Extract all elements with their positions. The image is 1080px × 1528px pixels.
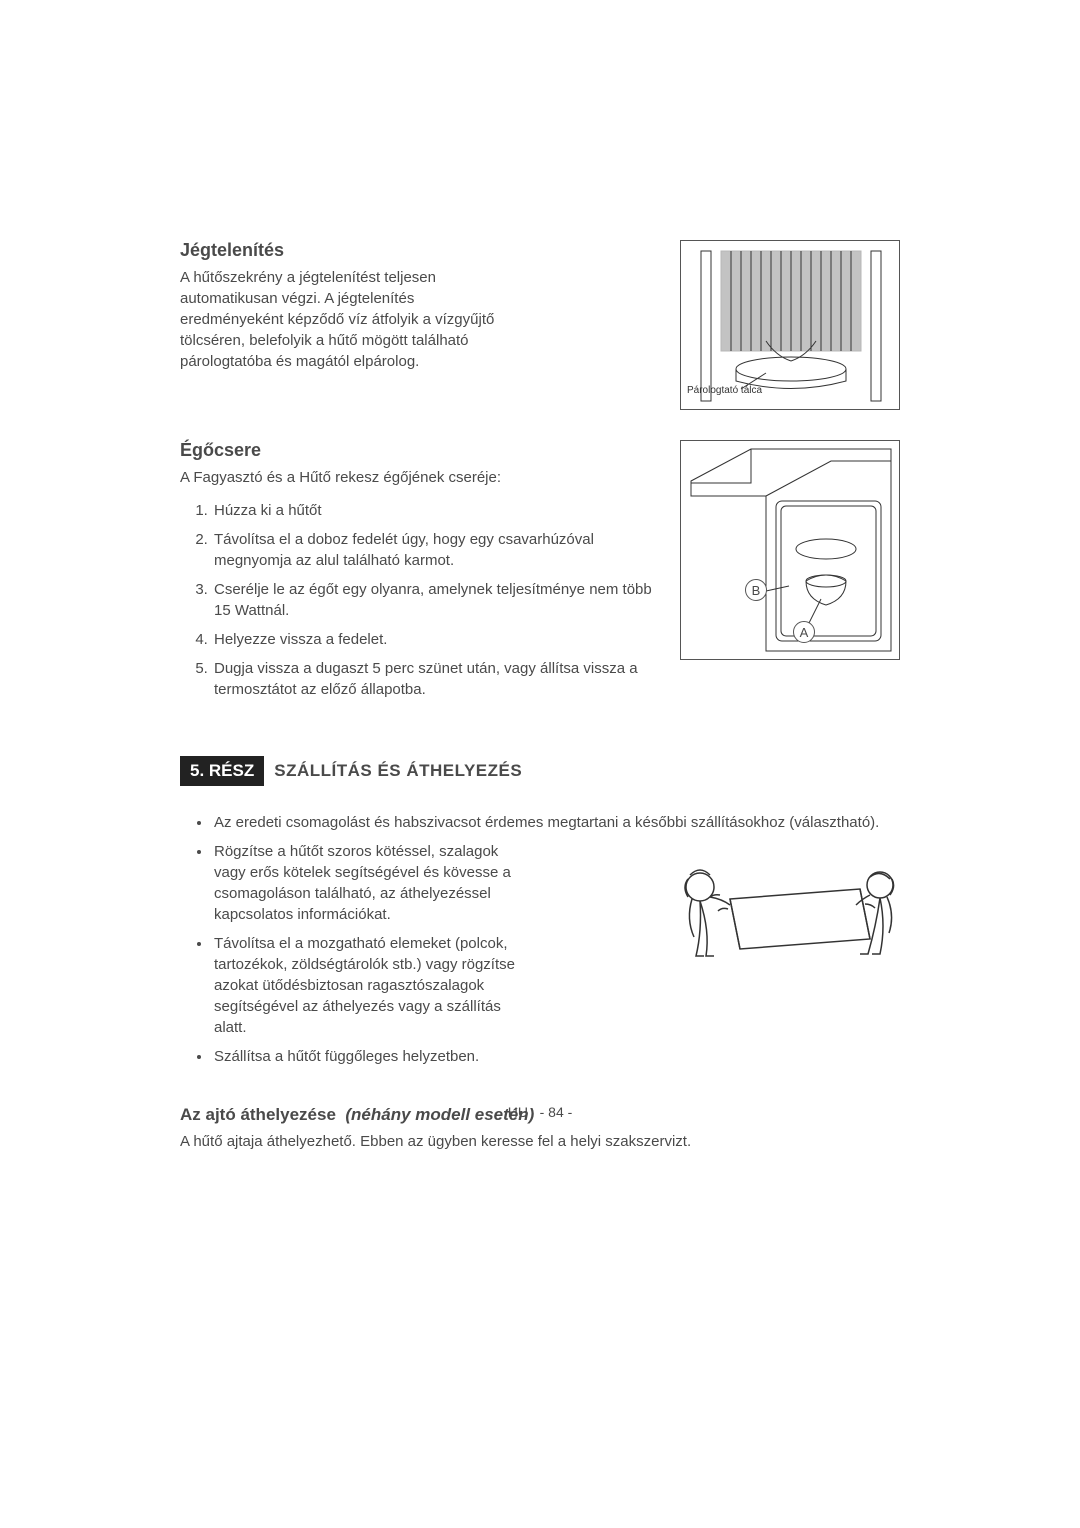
footer-page: - 84 - [540,1104,573,1120]
page-footer: HU - 84 - [0,1104,1080,1120]
part5-figure-col [670,841,900,994]
part5-header: 5. RÉSZ SZÁLLÍTÁS ÉS ÁTHELYEZÉS [180,756,900,786]
bulb-label-b: B [745,579,767,601]
defrost-heading: Jégtelenítés [180,240,662,261]
defrost-section: Jégtelenítés A hűtőszekrény a jégtelenít… [180,240,900,410]
part5-bullet: Szállítsa a hűtőt függőleges helyzetben. [212,1046,652,1067]
part5-bullet-list-2: Rögzítse a hűtőt szoros kötéssel, szalag… [180,841,652,1067]
bulb-step: Helyezze vissza a fedelet. [212,629,662,650]
bulb-step: Dugja vissza a dugaszt 5 perc szünet utá… [212,658,662,700]
part5-bullet: Távolítsa el a mozgatható elemeket (polc… [212,933,532,1038]
bulb-steps-list: Húzza ki a hűtőt Távolítsa el a doboz fe… [180,500,662,700]
bulb-step: Cserélje le az égőt egy olyanra, amelyne… [212,579,662,621]
defrost-paragraph: A hűtőszekrény a jégtelenítést teljesen … [180,267,520,372]
footer-lang: HU [508,1104,528,1120]
part5-body: Az eredeti csomagolást és habszivacsot é… [180,812,900,1075]
defrost-figure-col: Párologtató tálca [680,240,900,410]
defrost-text-col: Jégtelenítés A hűtőszekrény a jégtelenít… [180,240,662,372]
part5-bullet: Az eredeti csomagolást és habszivacsot é… [212,812,900,833]
bulb-heading: Égőcsere [180,440,662,461]
bulb-step: Húzza ki a hűtőt [212,500,662,521]
part5-badge: 5. RÉSZ [180,756,264,786]
part5-bullets-col: Rögzítse a hűtőt szoros kötéssel, szalag… [180,841,652,1075]
part5-lower-row: Rögzítse a hűtőt szoros kötéssel, szalag… [180,841,900,1075]
part5-title: SZÁLLÍTÁS ÉS ÁTHELYEZÉS [274,761,522,781]
bulb-section: Égőcsere A Fagyasztó és a Hűtő rekesz ég… [180,440,900,708]
bulb-step: Távolítsa el a doboz fedelét úgy, hogy e… [212,529,662,571]
bulb-figure: B A [680,440,900,660]
bulb-intro: A Fagyasztó és a Hűtő rekesz égőjének cs… [180,467,662,488]
door-paragraph: A hűtő ajtaja áthelyezhető. Ebben az ügy… [180,1131,900,1152]
defrost-figure: Párologtató tálca [680,240,900,410]
carrying-illustration [670,849,900,989]
bulb-figure-col: B A [680,440,900,660]
bulb-replace-illustration [681,441,901,661]
part5-bullet-list: Az eredeti csomagolást és habszivacsot é… [180,812,900,833]
evaporator-tray-label: Párologtató tálca [687,385,762,396]
bulb-text-col: Égőcsere A Fagyasztó és a Hűtő rekesz ég… [180,440,662,708]
part5-bullet: Rögzítse a hűtőt szoros kötéssel, szalag… [212,841,532,925]
bulb-label-a: A [793,621,815,643]
